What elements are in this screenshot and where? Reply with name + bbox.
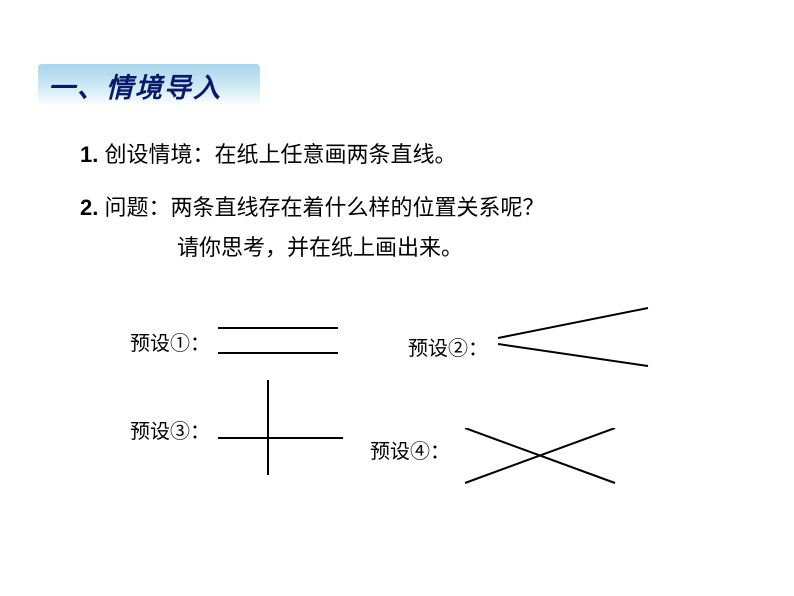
diagram-2-svg xyxy=(498,306,658,376)
diagram-4-svg xyxy=(465,428,625,488)
line2-number: 2. xyxy=(80,195,104,220)
line2b-text: 请你思考，并在纸上画出来。 xyxy=(177,235,463,260)
line1-text: 创设情境：在纸上任意画两条直线。 xyxy=(104,142,456,167)
d2-line-1 xyxy=(498,308,648,338)
preset-label-2: 预设②： xyxy=(408,332,488,361)
diagram-preset-2 xyxy=(498,306,658,376)
body-line-2b: 请你思考，并在纸上画出来。 xyxy=(177,230,463,262)
body-line-1: 1. 创设情境：在纸上任意画两条直线。 xyxy=(80,137,456,169)
section-header: 一、情境导入 xyxy=(38,64,260,106)
line1-number: 1. xyxy=(80,142,104,167)
diagram-preset-1 xyxy=(218,323,348,363)
diagram-1-svg xyxy=(218,323,348,363)
diagram-3-svg xyxy=(218,380,353,480)
section-title: 一、情境导入 xyxy=(48,66,222,105)
diagram-preset-4 xyxy=(465,428,625,488)
body-line-2a: 2. 问题：两条直线存在着什么样的位置关系呢？ xyxy=(80,190,544,222)
preset-label-1: 预设①： xyxy=(130,327,210,356)
diagram-preset-3 xyxy=(218,380,353,480)
d2-line-2 xyxy=(498,344,648,366)
preset-label-3: 预设③： xyxy=(130,415,210,444)
preset-label-4: 预设④： xyxy=(370,435,450,464)
line2a-text: 问题：两条直线存在着什么样的位置关系呢？ xyxy=(104,195,544,220)
